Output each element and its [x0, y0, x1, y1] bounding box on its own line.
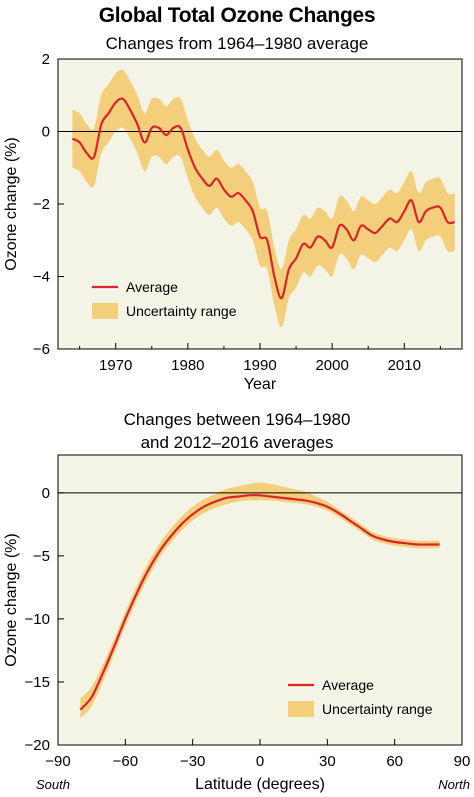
y-tick-label: −15 — [25, 674, 50, 691]
x-tick-label: 90 — [454, 753, 471, 770]
x-tick-label: 2010 — [388, 357, 421, 374]
x-tick-label: 2000 — [315, 357, 348, 374]
uncertainty-band — [80, 482, 440, 719]
north-note: North — [438, 777, 470, 792]
average-line — [79, 494, 440, 711]
panel1-subtitle: Changes from 1964–1980 average — [105, 34, 369, 53]
legend: Average Uncertainty range — [92, 279, 237, 319]
x-tick-label: 60 — [386, 753, 403, 770]
y-tick-label: 0 — [42, 124, 50, 141]
x-tick-label: 1980 — [171, 357, 204, 374]
y-axis-label: Ozone change (%) — [3, 533, 20, 666]
y-tick-label: −20 — [25, 737, 50, 754]
x-tick-label: 1990 — [243, 357, 276, 374]
x-axis-label: Latitude (degrees) — [195, 776, 325, 793]
y-axis-label: Ozone change (%) — [3, 137, 20, 270]
y-tick-label: −5 — [33, 548, 50, 565]
plot-area — [58, 455, 462, 745]
legend-uncertainty-label: Uncertainty range — [126, 303, 237, 319]
legend-average-label: Average — [322, 677, 374, 693]
x-tick-label: 1970 — [99, 357, 132, 374]
average-line — [71, 97, 455, 300]
x-tick-label: −60 — [113, 753, 138, 770]
x-axis-label: Year — [244, 376, 277, 393]
x-tick-label: −30 — [180, 753, 205, 770]
legend: Average Uncertainty range — [288, 677, 433, 717]
chart-title: Global Total Ozone Changes — [98, 4, 376, 27]
x-tick-label: 0 — [256, 753, 264, 770]
legend-average-label: Average — [126, 279, 178, 295]
y-tick-label: −10 — [25, 611, 50, 628]
legend-uncertainty-swatch — [92, 303, 118, 319]
chart-panel-2: 0 −5 −10 −15 −20−90 −60 −30 0 30 60 90 South North La… — [3, 454, 471, 793]
y-tick-label: 0 — [42, 485, 50, 502]
chart-panel-1: 2 0 −2 −4 −6 1970 1980 1990 2000 2010 Year Ozone ch… — [3, 51, 463, 393]
x-tick-label: 30 — [319, 753, 336, 770]
legend-uncertainty-swatch — [288, 701, 314, 717]
south-note: South — [36, 777, 70, 792]
legend-uncertainty-label: Uncertainty range — [322, 701, 433, 717]
panel2-subtitle: Changes between 1964–1980 and 2012–2016 … — [0, 408, 474, 454]
panel2-subtitle-line1: Changes between 1964–1980 — [123, 410, 351, 429]
x-tick-label: −90 — [45, 753, 70, 770]
panel2-subtitle-line2: and 2012–2016 averages — [140, 433, 334, 452]
y-tick-label: −2 — [33, 196, 50, 213]
y-tick-label: −4 — [33, 269, 50, 286]
y-tick-label: 2 — [42, 51, 50, 68]
y-tick-label: −6 — [33, 341, 50, 358]
